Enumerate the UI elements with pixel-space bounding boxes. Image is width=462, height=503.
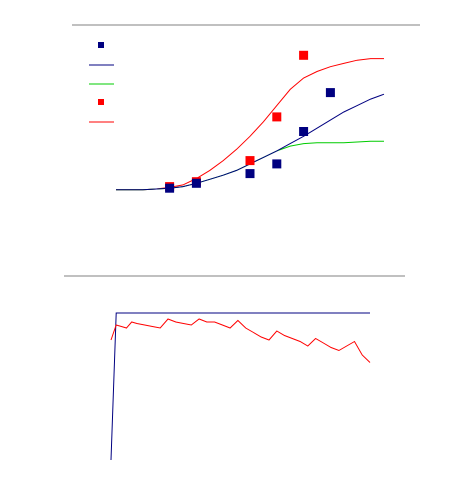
bottom-chart-series-0-line [110,312,370,461]
top-chart-series-1-line [116,140,384,191]
bottom-chart-series-1-line [110,318,371,363]
top-chart-plot [116,50,385,193]
bottom-chart-plot [110,312,371,461]
legend-symbol-red-marker [98,99,104,105]
top-chart-series-3-point [245,156,255,166]
top-chart-legend [89,42,114,123]
top-chart-series-4-point [165,183,175,193]
legend-symbol-navy-marker [98,42,104,48]
top-chart-series-4-point [272,159,282,169]
top-chart-series-3-point [272,112,282,122]
top-chart-series-4-point [299,127,309,136]
top-chart-series-4-point [191,178,201,188]
top-chart-series-4-point [325,88,335,98]
top-chart-series-4-point [245,169,255,179]
top-chart-series-3-point [299,50,309,60]
